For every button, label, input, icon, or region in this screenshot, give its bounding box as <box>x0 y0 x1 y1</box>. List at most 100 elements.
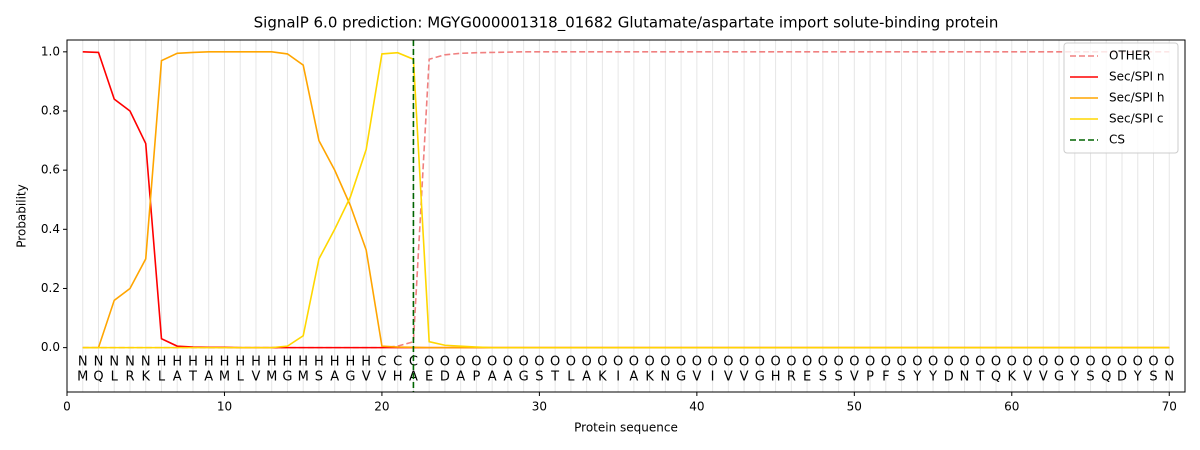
y-tick-label: 0.8 <box>41 103 60 117</box>
residue: A <box>173 370 182 385</box>
residue: N <box>660 370 670 385</box>
residue: D <box>440 370 450 385</box>
region-label: O <box>770 355 780 370</box>
region-label: O <box>471 355 481 370</box>
chart-title: SignalP 6.0 prediction: MGYG000001318_01… <box>254 14 999 33</box>
region-label: H <box>283 355 293 370</box>
residue: V <box>377 370 386 385</box>
region-label: O <box>1022 355 1032 370</box>
y-tick-label: 0.6 <box>41 163 60 177</box>
residue: V <box>724 370 733 385</box>
region-label: H <box>235 355 245 370</box>
region-label: O <box>676 355 686 370</box>
series-line <box>82 51 1170 349</box>
x-tick-label: 20 <box>374 400 389 414</box>
region-label: O <box>707 355 717 370</box>
region-label: H <box>330 355 340 370</box>
region-label: O <box>597 355 607 370</box>
residue: R <box>125 370 134 385</box>
region-label: H <box>361 355 371 370</box>
residue: V <box>1039 370 1048 385</box>
region-label: H <box>172 355 182 370</box>
region-label: O <box>424 355 434 370</box>
residue: G <box>755 370 765 385</box>
residue: M <box>219 370 230 385</box>
residue: G <box>676 370 686 385</box>
y-tick-label: 1.0 <box>41 44 60 58</box>
residue: V <box>740 370 749 385</box>
residue: G <box>345 370 355 385</box>
region-label: N <box>125 355 135 370</box>
region-label: O <box>1164 355 1174 370</box>
region-label: O <box>755 355 765 370</box>
residue: S <box>315 370 323 385</box>
residue: I <box>616 370 620 385</box>
region-label: O <box>534 355 544 370</box>
residue: F <box>882 370 889 385</box>
residue: G <box>519 370 529 385</box>
residue: P <box>866 370 874 385</box>
region-label: O <box>786 355 796 370</box>
x-tick-label: 70 <box>1162 400 1177 414</box>
legend-label: OTHER <box>1109 49 1151 63</box>
region-label: O <box>975 355 985 370</box>
region-label: O <box>1054 355 1064 370</box>
residue: V <box>252 370 261 385</box>
region-label: C <box>393 355 402 370</box>
residue: S <box>535 370 543 385</box>
region-label: H <box>267 355 277 370</box>
region-label: C <box>377 355 386 370</box>
legend-label: Sec/SPI c <box>1109 112 1163 126</box>
residue: K <box>1008 370 1017 385</box>
region-label: O <box>550 355 560 370</box>
y-tick-label: 0.2 <box>41 281 60 295</box>
residue: M <box>266 370 277 385</box>
residue: S <box>819 370 827 385</box>
region-label: O <box>833 355 843 370</box>
region-label: N <box>94 355 104 370</box>
x-tick-label: 50 <box>847 400 862 414</box>
residue: T <box>975 370 984 385</box>
region-label: O <box>802 355 812 370</box>
y-tick-label: 0.0 <box>41 340 60 354</box>
x-axis-label: Protein sequence <box>574 421 678 435</box>
residue: Y <box>912 370 921 385</box>
residue: S <box>897 370 905 385</box>
residue: G <box>1054 370 1064 385</box>
residue: Q <box>93 370 103 385</box>
region-label: O <box>503 355 513 370</box>
region-label: H <box>298 355 308 370</box>
residue: Y <box>928 370 937 385</box>
residue: N <box>960 370 970 385</box>
x-tick-label: 40 <box>689 400 704 414</box>
series-line <box>82 51 1170 349</box>
y-axis-label: Probability <box>15 184 29 247</box>
residue: S <box>1086 370 1094 385</box>
region-label: O <box>629 355 639 370</box>
region-label: O <box>1101 355 1111 370</box>
residue: L <box>158 370 166 385</box>
residue: Y <box>1070 370 1079 385</box>
region-label: O <box>1038 355 1048 370</box>
x-tick-label: 0 <box>63 400 71 414</box>
region-label: O <box>849 355 859 370</box>
region-label: O <box>912 355 922 370</box>
residue: P <box>472 370 480 385</box>
y-tick-label: 0.4 <box>41 222 60 236</box>
residue: A <box>582 370 591 385</box>
legend-box <box>1063 42 1179 154</box>
residue: A <box>488 370 497 385</box>
residue: K <box>141 370 150 385</box>
residue: K <box>598 370 607 385</box>
residue: S <box>1149 370 1157 385</box>
residue: A <box>204 370 213 385</box>
region-label: H <box>204 355 214 370</box>
region-label: H <box>314 355 324 370</box>
region-label: H <box>251 355 261 370</box>
residue: H <box>393 370 403 385</box>
region-label: O <box>456 355 466 370</box>
region-label: O <box>645 355 655 370</box>
residue: V <box>362 370 371 385</box>
region-label: N <box>141 355 151 370</box>
series-line <box>82 51 1170 349</box>
